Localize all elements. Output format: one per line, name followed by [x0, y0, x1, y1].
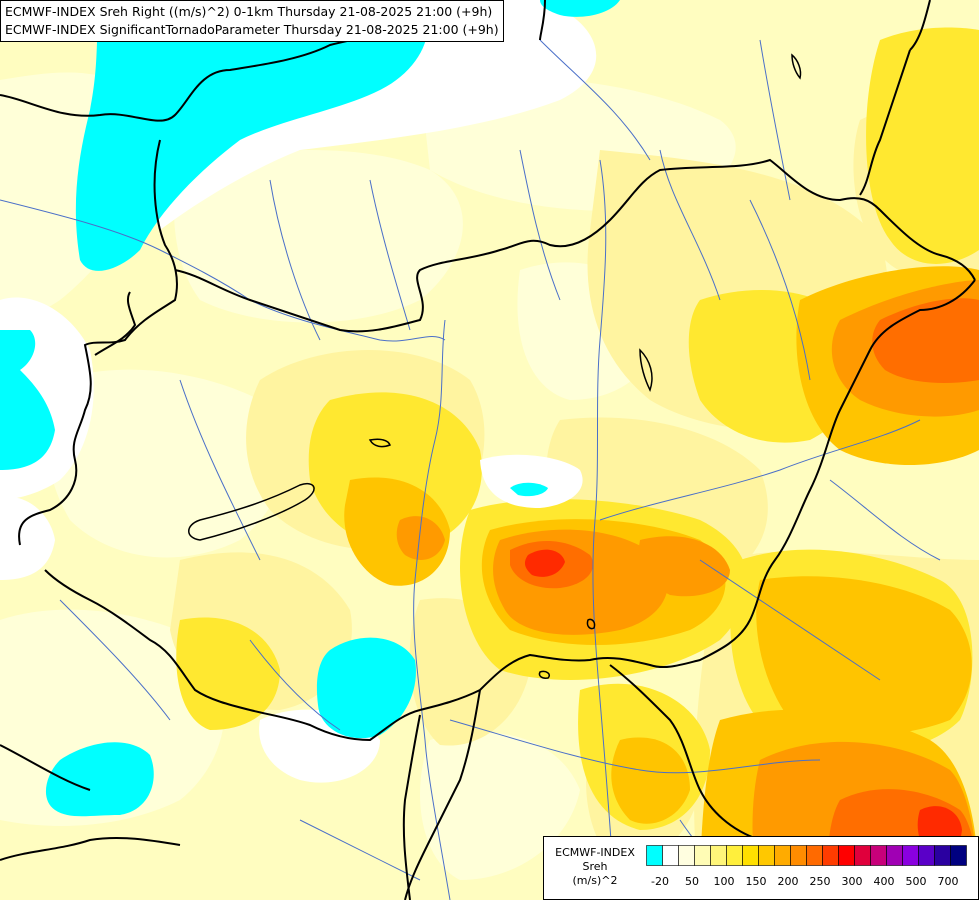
title-line-2: ECMWF-INDEX SignificantTornadoParameter …: [5, 22, 499, 37]
legend-swatch: [646, 845, 663, 866]
legend-title-line-2: Sreh: [582, 860, 608, 873]
legend-swatch: [854, 845, 871, 866]
legend-label: 500: [905, 875, 927, 888]
legend-swatch: [662, 845, 679, 866]
legend-swatch: [742, 845, 759, 866]
legend-title: ECMWF-INDEX Sreh (m/s)^2: [550, 846, 640, 888]
legend-swatch: [822, 845, 839, 866]
title-box: ECMWF-INDEX Sreh Right ((m/s)^2) 0-1km T…: [0, 0, 504, 42]
legend-swatch: [886, 845, 903, 866]
legend-swatches: [646, 845, 967, 866]
legend-swatch: [806, 845, 823, 866]
legend-label: 150: [745, 875, 767, 888]
legend-label: -20: [651, 875, 669, 888]
legend-label: 100: [713, 875, 735, 888]
legend-labels: -20 50 100 150 200 250 300 400 500 700: [646, 875, 976, 889]
legend-label: 50: [685, 875, 699, 888]
title-line-1: ECMWF-INDEX Sreh Right ((m/s)^2) 0-1km T…: [5, 4, 493, 19]
legend-swatch: [774, 845, 791, 866]
legend-title-line-1: ECMWF-INDEX: [555, 846, 635, 859]
legend-swatch: [758, 845, 775, 866]
legend-label: 250: [809, 875, 831, 888]
legend-swatch: [678, 845, 695, 866]
legend-swatch: [726, 845, 743, 866]
field-cyan: [0, 0, 620, 817]
legend-swatch: [870, 845, 887, 866]
color-legend: ECMWF-INDEX Sreh (m/s)^2 -20 50 100 150 200 2…: [543, 836, 979, 900]
legend-swatch: [694, 845, 711, 866]
legend-title-line-3: (m/s)^2: [572, 874, 618, 887]
legend-swatch: [790, 845, 807, 866]
legend-label: 200: [777, 875, 799, 888]
legend-swatch: [710, 845, 727, 866]
rivers: [0, 39, 941, 900]
legend-swatch: [918, 845, 935, 866]
legend-label: 700: [937, 875, 959, 888]
legend-swatch: [934, 845, 951, 866]
legend-label: 300: [841, 875, 863, 888]
legend-swatch: [950, 845, 967, 866]
legend-swatch: [902, 845, 919, 866]
legend-label: 400: [873, 875, 895, 888]
legend-swatch: [838, 845, 855, 866]
